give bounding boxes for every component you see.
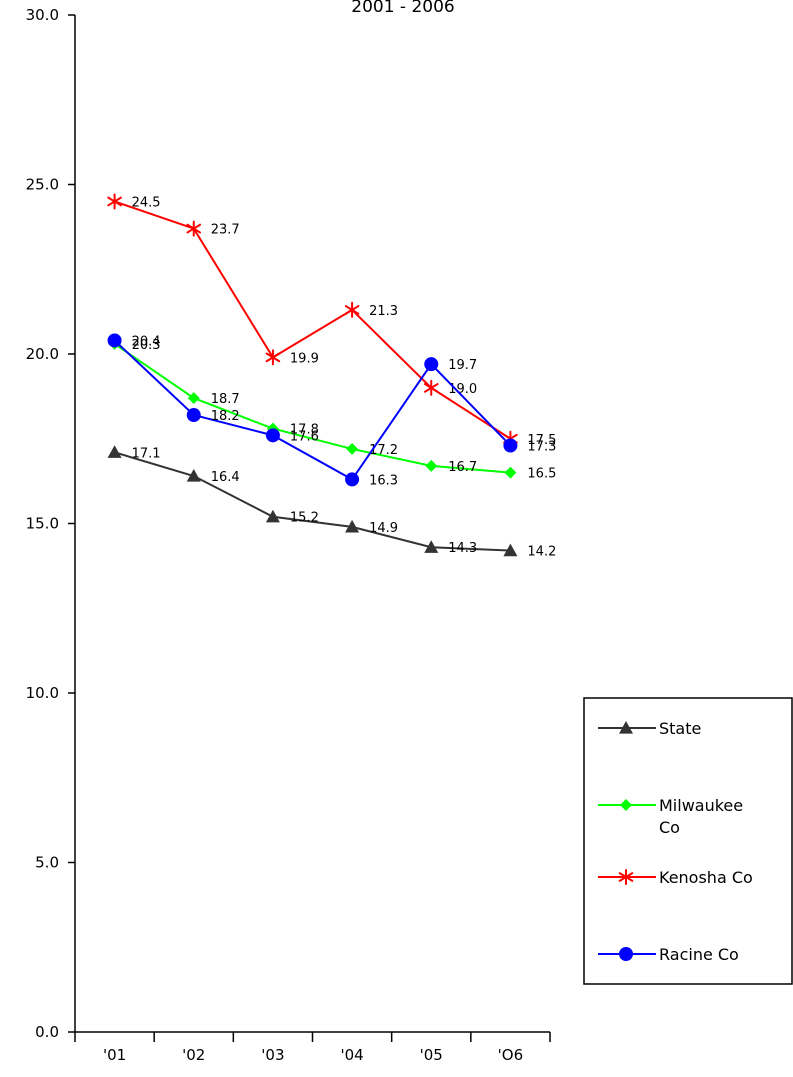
data-label: 17.2 xyxy=(369,443,398,458)
data-label: 16.4 xyxy=(211,470,240,485)
data-label: 19.7 xyxy=(448,358,477,373)
asterisk-icon xyxy=(618,869,634,885)
data-point xyxy=(504,466,517,479)
data-label: 18.7 xyxy=(211,392,240,407)
data-label: 19.9 xyxy=(290,351,319,366)
data-point xyxy=(107,333,122,348)
data-label: 15.2 xyxy=(290,511,319,526)
legend-item-milwaukee-co: Milwaukee Co xyxy=(598,796,743,837)
data-label: 20.3 xyxy=(132,338,161,353)
x-tick-label: '04 xyxy=(340,1046,363,1064)
y-tick-label: 15.0 xyxy=(26,515,59,533)
series-milwaukee-co: 20.3 18.7 17.8 17.2 16.7 16.5 xyxy=(108,338,556,482)
series-line xyxy=(114,451,511,552)
legend-label: Co xyxy=(659,818,680,837)
chart-title: 2001 - 2006 xyxy=(351,0,454,17)
data-point xyxy=(345,519,360,533)
data-point xyxy=(503,543,518,557)
y-tick-label: 10.0 xyxy=(26,684,59,702)
series-state: 17.1 16.4 15.2 14.9 14.3 14.2 xyxy=(107,445,556,560)
data-point xyxy=(425,459,438,472)
data-point xyxy=(186,469,201,482)
data-point xyxy=(503,438,518,453)
series-line xyxy=(114,200,511,440)
data-label: 16.3 xyxy=(369,473,398,488)
data-label: 18.2 xyxy=(211,409,240,424)
data-label: 17.5 xyxy=(527,433,556,448)
data-label: 17.1 xyxy=(132,446,161,461)
y-tick-label: 30.0 xyxy=(26,6,59,24)
legend-item-state: State xyxy=(598,719,701,738)
legend-label: Kenosha Co xyxy=(659,868,753,887)
series-kenosha-co: 24.5 23.7 19.9 21.3 19.0 17.5 xyxy=(107,193,556,448)
y-tick-label: 20.0 xyxy=(26,345,59,363)
data-label: 14.3 xyxy=(448,541,477,556)
x-tick-label: '03 xyxy=(261,1046,284,1064)
data-label: 21.3 xyxy=(369,304,398,319)
x-tick-label: '02 xyxy=(182,1046,205,1064)
data-point xyxy=(186,408,201,423)
legend-item-racine-co: Racine Co xyxy=(598,945,739,964)
series-line xyxy=(114,343,511,474)
triangle-icon xyxy=(619,721,633,734)
series-racine-co: 20.4 18.2 17.6 16.3 19.7 17.3 xyxy=(107,333,556,488)
data-point xyxy=(424,540,439,553)
data-point xyxy=(265,509,280,523)
legend: State Milwaukee Co Kenosha Co Racine Co xyxy=(583,697,793,985)
data-label: 16.7 xyxy=(448,460,477,475)
data-point xyxy=(424,357,439,372)
data-point xyxy=(107,445,122,458)
data-label: 14.9 xyxy=(369,521,398,536)
legend-label: State xyxy=(659,719,701,738)
legend-box xyxy=(583,697,793,985)
data-label: 19.0 xyxy=(448,382,477,397)
series-layer: 17.1 16.4 15.2 14.9 14.3 14.2 20.3 18.7 17.8 17.2… xyxy=(107,193,556,560)
data-point xyxy=(265,349,281,366)
y-tick-label: 5.0 xyxy=(35,854,59,872)
x-tick-label: '05 xyxy=(420,1046,443,1064)
data-point xyxy=(423,379,439,396)
data-label: 24.5 xyxy=(132,195,161,210)
x-tick-label: 'O6 xyxy=(498,1046,523,1064)
axes: 0.0 5.0 10.0 15.0 20.0 25.0 30.0 '01 '02 '03 '04 '0… xyxy=(26,6,551,1064)
data-label: 17.8 xyxy=(290,423,319,438)
circle-icon xyxy=(619,947,633,961)
legend-item-kenosha-co: Kenosha Co xyxy=(598,868,753,887)
data-label: 17.3 xyxy=(527,440,556,455)
data-label: 16.5 xyxy=(527,467,556,482)
data-point xyxy=(186,220,202,237)
legend-label: Milwaukee xyxy=(659,796,743,815)
data-label: 14.2 xyxy=(527,545,556,560)
diamond-icon xyxy=(620,799,632,811)
data-label: 20.4 xyxy=(132,334,161,349)
data-label: 23.7 xyxy=(211,223,240,238)
data-point xyxy=(265,428,280,443)
data-point xyxy=(107,193,122,210)
x-tick-label: '01 xyxy=(103,1046,126,1064)
y-tick-label: 0.0 xyxy=(35,1023,59,1041)
data-point xyxy=(187,392,200,405)
data-point xyxy=(345,472,360,487)
series-line xyxy=(113,339,512,481)
legend-label: Racine Co xyxy=(659,945,739,964)
data-point xyxy=(344,301,360,318)
data-point xyxy=(346,442,359,455)
y-tick-label: 25.0 xyxy=(26,176,59,194)
data-label: 17.6 xyxy=(290,429,319,444)
